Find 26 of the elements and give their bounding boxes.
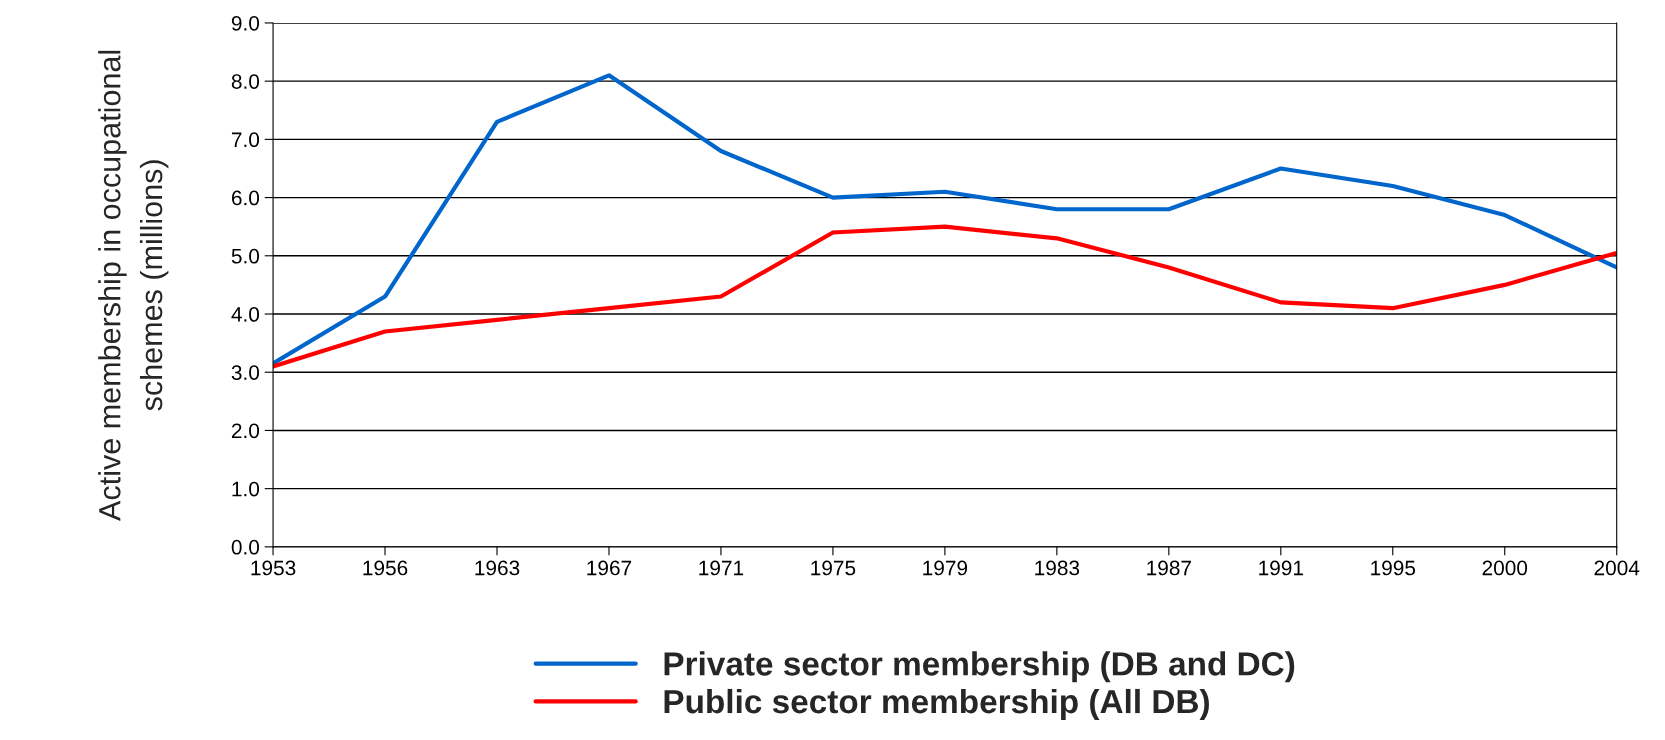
y-tick-label: 2.0	[231, 423, 260, 439]
y-axis-title: Active membership in occupational schemes (millions)	[98, 50, 169, 521]
x-tick-label: 1963	[475, 560, 520, 576]
x-tick-label: 1987	[1147, 560, 1191, 576]
y-tick-label: 5.0	[231, 248, 260, 264]
x-tick-label: 1975	[811, 560, 856, 576]
x-tick-label: 1983	[1035, 560, 1080, 576]
y-tick-label: 0.0	[231, 539, 260, 555]
x-tick-label: 1967	[587, 560, 632, 576]
x-tick-label: 1953	[251, 560, 296, 576]
x-tick-label: 2004	[1594, 560, 1640, 576]
x-tick-label: 1971	[699, 560, 744, 576]
x-tick-label: 1995	[1371, 560, 1416, 576]
x-tick-label: 1991	[1259, 560, 1303, 576]
y-tick-label: 1.0	[232, 481, 260, 497]
y-tick-label: 8.0	[231, 74, 260, 89]
x-tick-label: 2000	[1482, 560, 1528, 576]
y-tick-label: 3.0	[231, 365, 260, 380]
x-tick-label: 1979	[923, 560, 968, 576]
y-tick-label: 9.0	[231, 15, 260, 31]
x-tick-label: 1956	[363, 560, 408, 576]
y-tick-label: 4.0	[231, 307, 260, 322]
legend-label: Private sector membership (DB and DC)	[664, 651, 1295, 683]
y-tick-label: 6.0	[231, 190, 260, 206]
legend-label: Public sector membership (All DB)	[664, 688, 1209, 720]
y-tick-label: 7.0	[231, 132, 260, 148]
